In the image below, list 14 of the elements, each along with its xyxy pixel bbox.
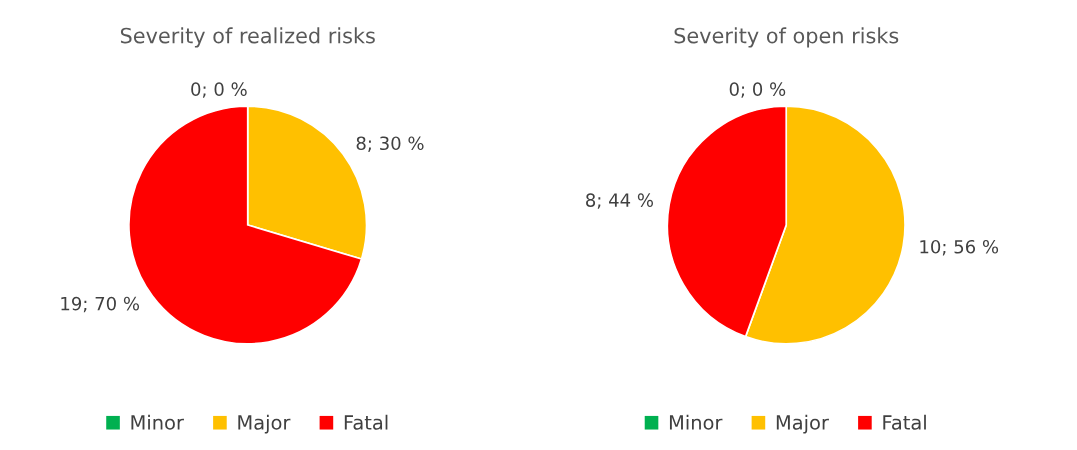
- text: 0; 0 %: [729, 82, 786, 98]
- data-label: 10; 56 %: [920, 239, 999, 256]
- legend-label: Fatal: [344, 414, 388, 430]
- legend-label: Major: [776, 414, 829, 434]
- data-label: 8; 30 %: [356, 136, 424, 152]
- data-label: 19; 70 %: [61, 296, 140, 313]
- legend-label: Major: [238, 414, 291, 434]
- data-label: 8; 44 %: [586, 193, 654, 209]
- legend-label: Minor: [669, 414, 723, 430]
- text: 0; 0 %: [191, 82, 247, 98]
- chart-title: Severity of open risks: [674, 27, 899, 48]
- legend-label: Minor: [131, 414, 184, 430]
- chart-title: Severity of realized risks: [120, 27, 375, 48]
- legend-label: Fatal: [883, 414, 926, 430]
